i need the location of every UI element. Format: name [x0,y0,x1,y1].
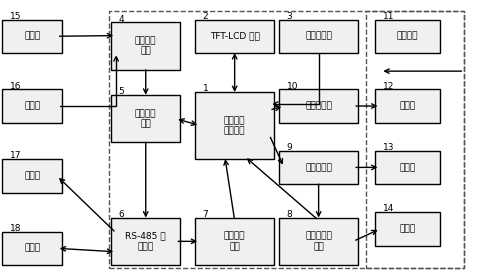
Text: 11: 11 [383,12,394,21]
Text: TFT-LCD 模组: TFT-LCD 模组 [210,32,259,41]
Text: 8: 8 [287,210,292,219]
Text: 10: 10 [287,82,298,91]
FancyBboxPatch shape [195,218,274,265]
Text: 14: 14 [383,205,394,213]
FancyBboxPatch shape [375,151,440,184]
FancyBboxPatch shape [279,151,358,184]
Text: 氧探头: 氧探头 [24,102,40,110]
Text: 记录仪: 记录仪 [400,102,415,110]
Text: 电源电路: 电源电路 [397,32,418,41]
FancyBboxPatch shape [111,22,180,70]
FancyBboxPatch shape [375,89,440,123]
Text: 4: 4 [119,15,124,24]
Text: 模拟量输出: 模拟量输出 [305,102,332,110]
Text: 信号滤波
放大: 信号滤波 放大 [135,36,157,56]
Text: 数字量输出: 数字量输出 [305,163,332,172]
Text: 18: 18 [10,224,21,233]
Text: 计算机: 计算机 [24,244,40,253]
Text: 15: 15 [10,12,21,21]
FancyBboxPatch shape [111,95,180,142]
Text: 环境温度
测量: 环境温度 测量 [224,232,246,251]
Text: 2: 2 [203,12,208,21]
Text: 触摸屏输入: 触摸屏输入 [305,32,332,41]
Text: 13: 13 [383,143,394,152]
FancyBboxPatch shape [279,89,358,123]
FancyBboxPatch shape [2,159,62,193]
FancyBboxPatch shape [375,20,440,53]
Text: 16: 16 [10,82,21,91]
FancyBboxPatch shape [195,92,274,159]
Text: 指示灯: 指示灯 [400,224,415,233]
Text: 信号采集
转换: 信号采集 转换 [135,109,157,128]
Text: 温控仪: 温控仪 [24,171,40,180]
Text: 电磁阀: 电磁阀 [400,163,415,172]
Text: 6: 6 [119,210,124,219]
Text: RS-485 串
行通信: RS-485 串 行通信 [125,232,166,251]
Text: 9: 9 [287,143,292,152]
Text: 1: 1 [203,85,208,93]
FancyBboxPatch shape [2,89,62,123]
FancyBboxPatch shape [111,218,180,265]
Text: 热电偶: 热电偶 [24,32,40,41]
FancyBboxPatch shape [2,232,62,265]
FancyBboxPatch shape [279,20,358,53]
FancyBboxPatch shape [195,20,274,53]
FancyBboxPatch shape [375,212,440,246]
Text: 7: 7 [203,210,208,219]
Text: 参数与数据
存储: 参数与数据 存储 [305,232,332,251]
FancyBboxPatch shape [279,218,358,265]
Text: 5: 5 [119,87,124,96]
Text: 12: 12 [383,82,394,91]
FancyBboxPatch shape [2,20,62,53]
Text: 处理器及
外围电路: 处理器及 外围电路 [224,116,246,135]
Text: 17: 17 [10,151,21,160]
Text: 3: 3 [287,12,292,21]
